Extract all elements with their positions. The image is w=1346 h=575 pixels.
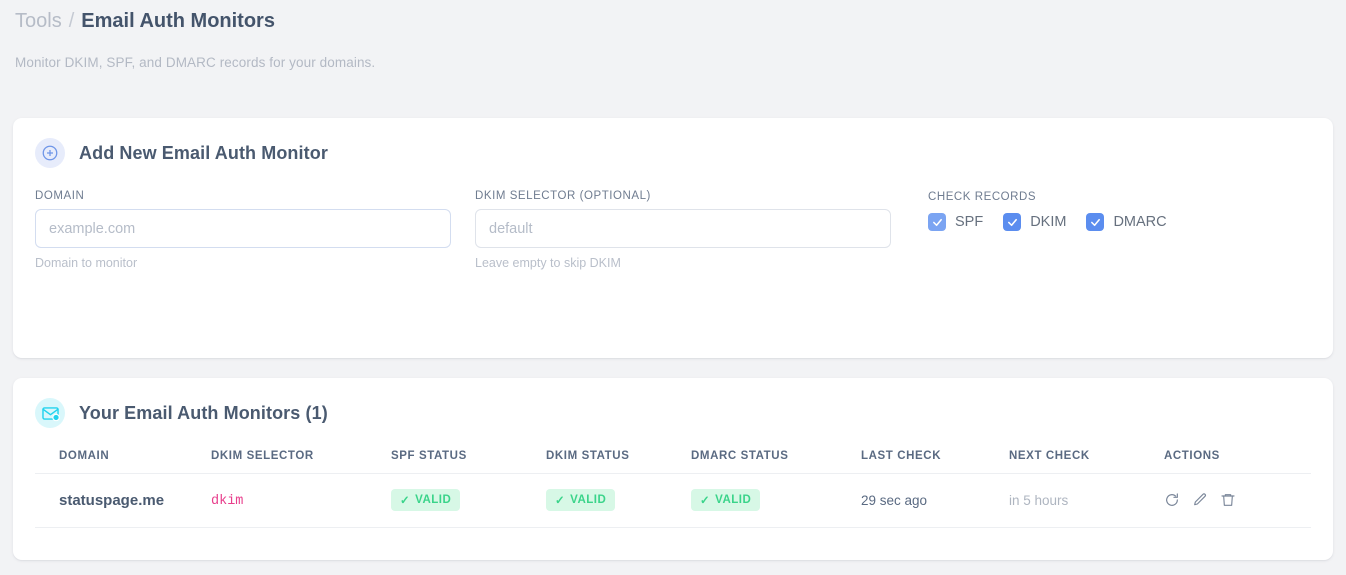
- checkbox-spf[interactable]: SPF: [928, 213, 983, 231]
- checkbox-spf-label: SPF: [955, 214, 984, 230]
- row-actions: [1164, 492, 1311, 508]
- checkmark-icon: [1086, 213, 1105, 231]
- domain-label: DOMAIN: [35, 190, 85, 202]
- checkbox-dkim[interactable]: DKIM: [1003, 213, 1066, 231]
- cell-next-check: in 5 hours: [1009, 473, 1164, 528]
- refresh-icon[interactable]: [1164, 492, 1180, 508]
- check-records-label: CHECK RECORDS: [928, 191, 1037, 203]
- table-header-row: DOMAIN DKIM SELECTOR SPF STATUS DKIM STA…: [35, 450, 1311, 474]
- delete-icon[interactable]: [1220, 492, 1236, 508]
- status-badge-spf: ✓ VALID: [391, 489, 461, 511]
- cell-dmarc-status: ✓ VALID: [691, 473, 861, 528]
- column-header-dkim-selector: DKIM SELECTOR: [211, 450, 391, 474]
- checkbox-dkim-label: DKIM: [1030, 214, 1067, 230]
- domain-hint: Domain to monitor: [35, 256, 138, 270]
- add-monitor-form: DOMAIN Domain to monitor DKIM SELECTOR (…: [13, 168, 1333, 270]
- checkmark-icon: [1003, 213, 1022, 231]
- breadcrumb: Tools / Email Auth Monitors: [13, 0, 1333, 33]
- breadcrumb-parent[interactable]: Tools: [15, 10, 62, 32]
- cell-last-check: 29 sec ago: [861, 473, 1009, 528]
- status-badge-dmarc-label: VALID: [715, 494, 752, 506]
- monitors-table-wrapper: DOMAIN DKIM SELECTOR SPF STATUS DKIM STA…: [13, 450, 1333, 528]
- dkim-selector-value: dkim: [211, 494, 244, 509]
- cell-actions: [1164, 473, 1311, 528]
- page-title: Email Auth Monitors: [81, 10, 275, 32]
- check-icon: ✓: [700, 495, 711, 507]
- table-body: statuspage.me dkim ✓ VALID: [35, 473, 1311, 528]
- check-icon: ✓: [555, 495, 566, 507]
- column-header-spf-status: SPF STATUS: [391, 450, 546, 474]
- table-header: DOMAIN DKIM SELECTOR SPF STATUS DKIM STA…: [35, 450, 1311, 474]
- monitors-list-card: Your Email Auth Monitors (1) DOMAIN DKIM…: [13, 378, 1333, 560]
- edit-icon[interactable]: [1192, 492, 1208, 508]
- column-header-domain: DOMAIN: [35, 450, 211, 474]
- add-monitor-card: Add New Email Auth Monitor DOMAIN Domain…: [13, 118, 1333, 452]
- checkmark-icon: [928, 213, 946, 231]
- page-subtitle: Monitor DKIM, SPF, and DMARC records for…: [15, 55, 376, 70]
- monitors-table: DOMAIN DKIM SELECTOR SPF STATUS DKIM STA…: [35, 450, 1311, 528]
- check-icon: ✓: [400, 495, 411, 507]
- mail-check-icon: [35, 398, 65, 428]
- plus-circle-icon: [35, 138, 65, 168]
- status-badge-spf-label: VALID: [415, 494, 452, 506]
- next-check-value: in 5 hours: [1009, 493, 1069, 508]
- status-badge-dmarc: ✓ VALID: [691, 489, 761, 511]
- domain-value: statuspage.me: [59, 491, 165, 509]
- cell-dkim-selector: dkim: [211, 473, 391, 528]
- check-records-list: SPF DKIM DMARC: [928, 213, 1167, 231]
- selector-label: DKIM SELECTOR (OPTIONAL): [475, 190, 651, 202]
- cell-domain: statuspage.me: [35, 473, 211, 528]
- status-badge-dkim-label: VALID: [570, 494, 607, 506]
- domain-field-group: DOMAIN Domain to monitor: [35, 190, 467, 270]
- breadcrumb-separator: /: [68, 10, 75, 32]
- column-header-dmarc-status: DMARC STATUS: [691, 450, 861, 474]
- monitors-list-title: Your Email Auth Monitors (1): [79, 402, 328, 423]
- check-records-group: CHECK RECORDS SPF DKIM: [928, 190, 1167, 270]
- add-monitor-title: Add New Email Auth Monitor: [79, 142, 328, 163]
- domain-input[interactable]: [35, 209, 451, 248]
- column-header-last-check: LAST CHECK: [861, 450, 1009, 474]
- selector-field-group: DKIM SELECTOR (OPTIONAL) Leave empty to …: [475, 190, 907, 270]
- checkbox-dmarc-label: DMARC: [1113, 214, 1167, 230]
- table-row: statuspage.me dkim ✓ VALID: [35, 473, 1311, 528]
- selector-hint: Leave empty to skip DKIM: [475, 256, 621, 270]
- dkim-selector-input[interactable]: [475, 209, 891, 248]
- monitors-list-header: Your Email Auth Monitors (1): [13, 378, 1333, 428]
- column-header-next-check: NEXT CHECK: [1009, 450, 1164, 474]
- last-check-value: 29 sec ago: [861, 493, 928, 508]
- add-monitor-header: Add New Email Auth Monitor: [13, 118, 1333, 168]
- cell-spf-status: ✓ VALID: [391, 473, 546, 528]
- cell-dkim-status: ✓ VALID: [546, 473, 691, 528]
- column-header-dkim-status: DKIM STATUS: [546, 450, 691, 474]
- status-badge-dkim: ✓ VALID: [546, 489, 616, 511]
- column-header-actions: ACTIONS: [1164, 450, 1311, 474]
- checkbox-dmarc[interactable]: DMARC: [1086, 213, 1167, 231]
